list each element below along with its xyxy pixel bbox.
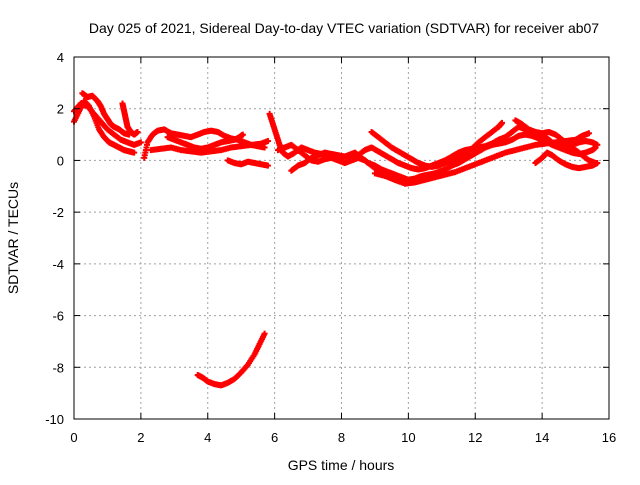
y-tick-label: -6	[52, 309, 64, 324]
series-trace-16	[532, 149, 601, 172]
axis-ticks	[73, 56, 610, 420]
series-trace-3	[79, 90, 133, 138]
data-point	[264, 138, 271, 145]
series-trace-13	[368, 119, 505, 170]
series-trace-6	[147, 138, 271, 156]
x-tick-label: 6	[271, 430, 278, 445]
data-point	[594, 141, 601, 148]
y-tick-label: -4	[52, 257, 64, 272]
data-point	[134, 128, 141, 135]
data-point	[239, 131, 246, 138]
x-tick-label: 4	[204, 430, 211, 445]
x-tick-label: 0	[70, 430, 77, 445]
y-tick-label: -10	[45, 412, 64, 427]
data-point	[261, 144, 268, 151]
data-points	[71, 90, 601, 389]
x-tick-labels: 0 2 4 6 8 10 12 14 16	[70, 430, 616, 445]
y-tick-labels: -10 -8 -6 -4 -2 0 2 4	[45, 50, 64, 427]
data-point	[594, 160, 601, 167]
y-tick-label: 4	[57, 50, 64, 65]
series-trace-8	[224, 157, 271, 169]
data-point	[261, 330, 268, 337]
y-tick-label: -8	[52, 360, 64, 375]
y-tick-label: -2	[52, 205, 64, 220]
y-tick-label: 0	[57, 153, 64, 168]
series-trace-1	[71, 97, 138, 156]
series-trace-9	[194, 330, 268, 389]
x-tick-label: 16	[602, 430, 616, 445]
x-tick-label: 8	[338, 430, 345, 445]
data-point	[264, 162, 271, 169]
data-point	[499, 119, 505, 126]
chart-title: Day 025 of 2021, Sidereal Day-to-day VTE…	[89, 20, 599, 36]
x-tick-label: 14	[535, 430, 549, 445]
series-trace-14	[371, 130, 592, 187]
x-tick-label: 10	[401, 430, 415, 445]
data-point	[131, 149, 138, 156]
data-point	[585, 130, 592, 137]
x-tick-label: 12	[468, 430, 482, 445]
data-point	[137, 139, 144, 146]
grid	[74, 57, 609, 419]
y-axis-label: SDTVAR / TECUs	[5, 182, 21, 294]
y-tick-label: 2	[57, 102, 64, 117]
series-trace-7	[164, 131, 246, 152]
series-trace-4	[119, 100, 141, 138]
series-trace-2	[71, 100, 144, 148]
x-tick-label: 2	[137, 430, 144, 445]
x-axis-label: GPS time / hours	[288, 457, 395, 473]
